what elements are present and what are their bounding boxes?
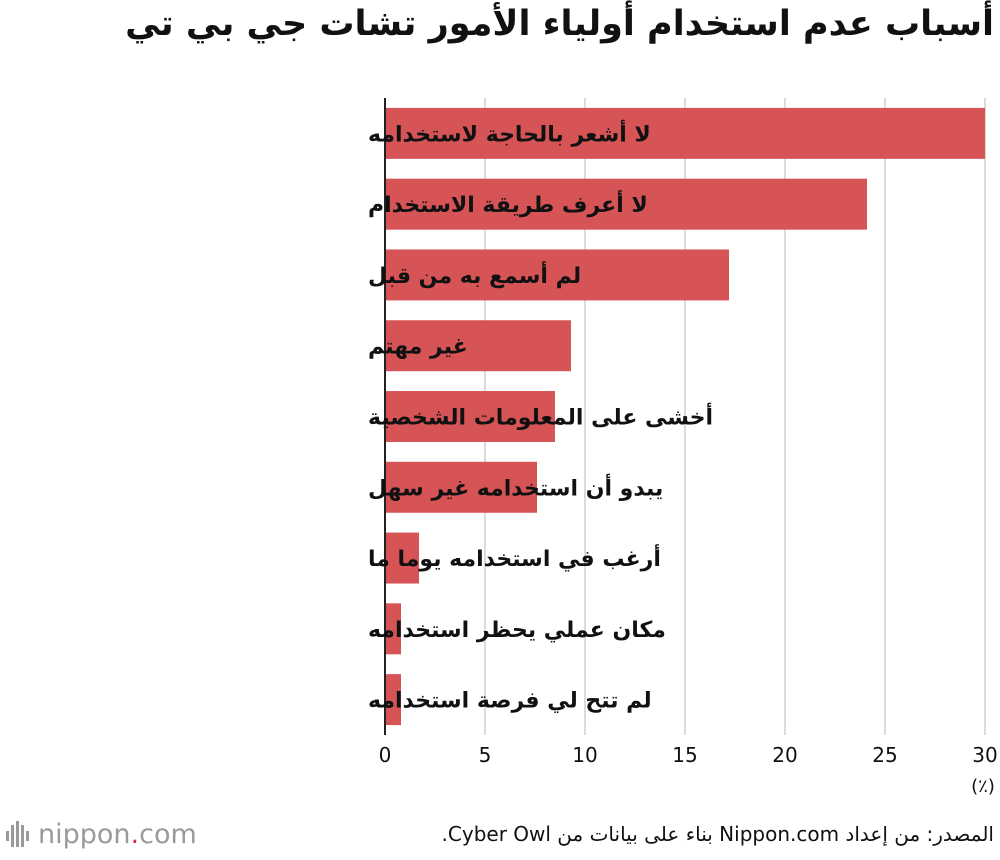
logo-text: nippon.com: [38, 818, 197, 850]
bar: [385, 391, 555, 442]
category-label: لا أعرف طريقة الاستخدام: [368, 189, 648, 218]
category-label: أرغب في استخدامه يوما ما: [368, 543, 661, 572]
category-label: لم تتح لي فرصة استخدامه: [368, 689, 652, 714]
category-label: مكان عملي يحظر استخدامه: [368, 618, 666, 643]
category-label: لم أسمع به من قبل: [368, 260, 581, 289]
x-tick-label: 15: [672, 743, 697, 767]
source-note: المصدر: من إعداد Nippon.com بناء على بيا…: [441, 822, 994, 846]
unit-label: (٪): [971, 776, 995, 797]
x-tick-labels: 0 5 10 15 20 25 30: [379, 743, 998, 767]
chart-title: أسباب عدم استخدام أولياء الأمور تشات جي …: [125, 4, 994, 44]
bar: [385, 178, 867, 230]
bar: [385, 674, 401, 726]
category-labels: لا أشعر بالحاجة لاستخدامه لا أعرف طريقة ا…: [368, 118, 713, 713]
bar: [385, 532, 419, 584]
bar: [385, 320, 571, 372]
x-tick-label: 0: [379, 743, 392, 767]
logo-mark-icon: [6, 821, 29, 847]
bar: [385, 107, 985, 159]
x-tick-label: 30: [972, 743, 997, 767]
x-tick-label: 25: [872, 743, 897, 767]
bars: [385, 107, 985, 726]
bar: [385, 461, 537, 513]
bar: [385, 249, 729, 301]
bar-chart: لا أشعر بالحاجة لاستخدامه لا أعرف طريقة ا…: [368, 98, 998, 797]
x-tick-label: 20: [772, 743, 797, 767]
category-label: أخشى على المعلومات الشخصية: [368, 402, 713, 431]
nippon-logo: nippon.com: [6, 814, 197, 854]
bar: [385, 603, 401, 655]
x-tick-label: 5: [479, 743, 492, 767]
category-label: غير مهتم: [368, 335, 468, 360]
x-tick-label: 10: [572, 743, 597, 767]
category-label: يبدو أن استخدامه غير سهل: [368, 472, 663, 501]
category-label: لا أشعر بالحاجة لاستخدامه: [368, 118, 651, 147]
